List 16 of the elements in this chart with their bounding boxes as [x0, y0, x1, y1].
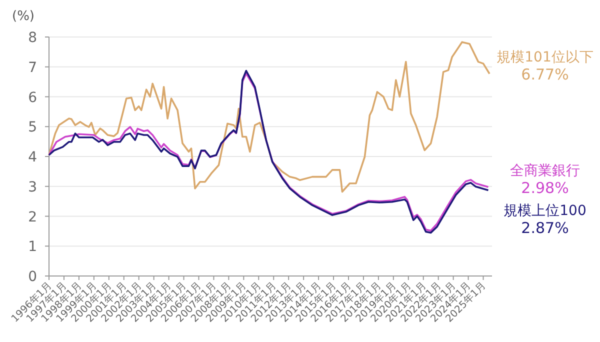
y-tick-label: 1 [28, 239, 37, 256]
y-tick-label: 7 [28, 60, 37, 76]
series-label: 規模上位100 [504, 202, 586, 219]
y-tick-label: 4 [28, 150, 38, 166]
y-axis-title: (%) [12, 9, 34, 24]
series-label: 全商業銀行 [510, 162, 580, 179]
y-tick-label: 8 [28, 30, 37, 46]
y-tick-label: 6 [28, 90, 38, 106]
series-label: 規模101位以下 [496, 50, 594, 66]
annotation: 2.87% [521, 218, 569, 237]
annotation: 6.77% [521, 66, 569, 84]
y-tick-label: 0 [28, 269, 37, 285]
y-tick-label: 3 [28, 179, 37, 196]
y-tick-label: 2 [28, 209, 37, 226]
y-tick-label: 5 [28, 120, 37, 136]
annotation: 2.98% [521, 178, 569, 197]
